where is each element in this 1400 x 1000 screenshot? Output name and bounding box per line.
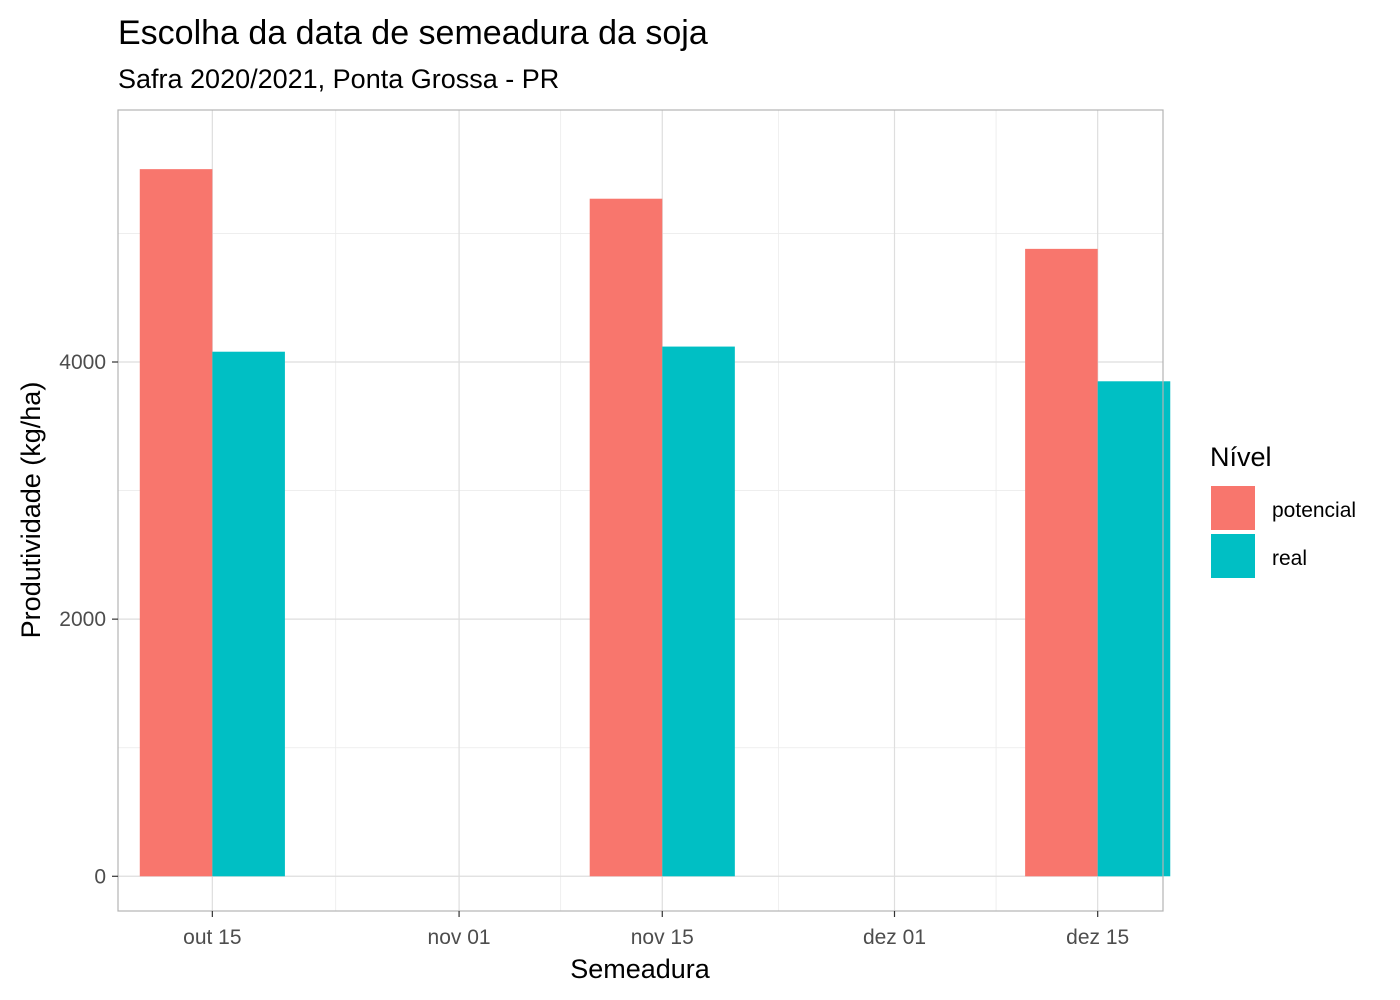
y-axis: 0 2000 4000 (59, 351, 118, 888)
bar-potencial-out-15 (139, 169, 213, 877)
x-tick-label: dez 15 (1066, 926, 1129, 949)
x-axis: out 15 nov 01 nov 15 dez 01 dez 15 (183, 911, 1129, 949)
y-tick-label: 2000 (59, 608, 106, 631)
legend-key-real (1211, 534, 1255, 578)
chart-subtitle: Safra 2020/2021, Ponta Grossa - PR (118, 64, 559, 94)
x-tick-label: out 15 (183, 926, 241, 949)
bar-real-nov-15 (662, 346, 735, 877)
x-axis-title: Semeadura (570, 954, 711, 984)
y-tick-label: 0 (94, 865, 106, 888)
bar-potencial-nov-15 (589, 198, 663, 877)
chart-title: Escolha da data de semeadura da soja (118, 14, 708, 52)
x-tick-label: dez 01 (863, 926, 926, 949)
legend-label-real: real (1272, 547, 1307, 570)
bars (139, 169, 1171, 877)
panel-border (117, 109, 1164, 912)
legend-label-potencial: potencial (1272, 499, 1356, 522)
bar-potencial-dez-15 (1025, 248, 1098, 877)
y-axis-title: Produtividade (kg/ha) (16, 382, 46, 639)
y-tick-label: 4000 (59, 351, 106, 374)
legend-key-potencial (1211, 486, 1255, 530)
x-tick-label: nov 01 (428, 926, 491, 949)
bar-real-out-15 (212, 351, 285, 877)
legend: Nível potencial real (1210, 442, 1356, 578)
bar-real-dez-15 (1097, 381, 1171, 877)
plot-area (117, 109, 1171, 912)
legend-title: Nível (1210, 442, 1272, 472)
x-tick-label: nov 15 (631, 926, 694, 949)
